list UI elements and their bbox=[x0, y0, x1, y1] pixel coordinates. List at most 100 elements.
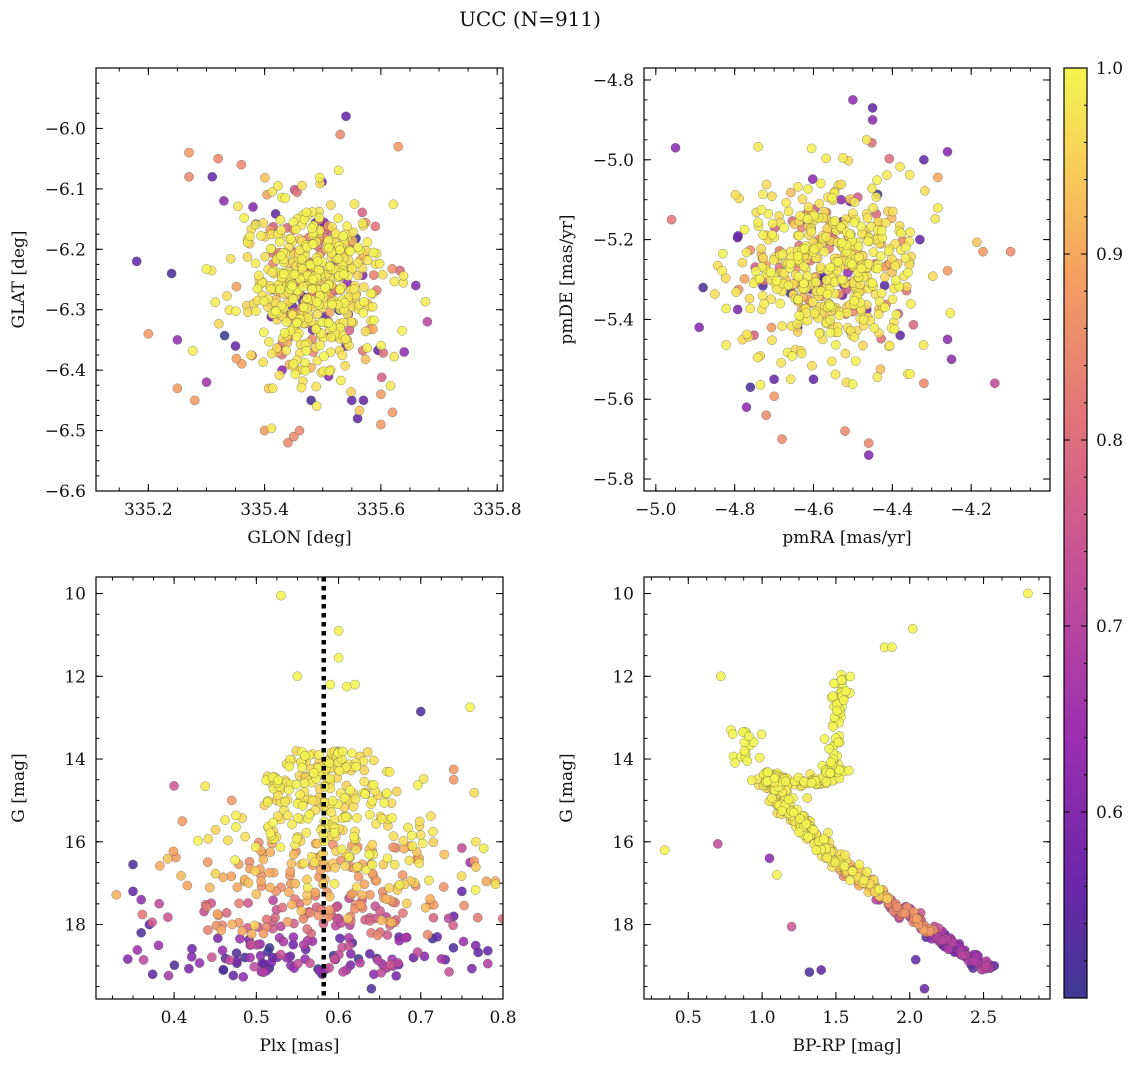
scatter-point bbox=[385, 959, 396, 970]
scatter-point bbox=[412, 780, 423, 790]
scatter-point bbox=[945, 308, 956, 318]
scatter-point bbox=[367, 859, 378, 870]
x-axis-label: BP-RP [mag] bbox=[793, 1036, 902, 1056]
scatter-point bbox=[207, 171, 218, 182]
scatter-point bbox=[298, 914, 309, 924]
scatter-point bbox=[326, 332, 337, 343]
scatter-point bbox=[184, 171, 194, 182]
scatter-point bbox=[308, 239, 319, 250]
scatter-point bbox=[876, 225, 887, 236]
scatter-point bbox=[471, 862, 481, 872]
scatter-point bbox=[335, 129, 346, 140]
scatter-point bbox=[203, 834, 214, 844]
scatter-point bbox=[231, 281, 242, 292]
scatter-point bbox=[389, 276, 400, 287]
scatter-point bbox=[792, 319, 803, 329]
scatter-point bbox=[210, 825, 221, 835]
scatter-point bbox=[775, 298, 786, 309]
scatter-point bbox=[184, 963, 194, 974]
scatter-point bbox=[275, 842, 286, 852]
scatter-point bbox=[867, 115, 878, 125]
scatter-point bbox=[288, 849, 299, 860]
scatter-point bbox=[867, 103, 878, 113]
scatter-point bbox=[811, 277, 821, 288]
scatter-point bbox=[384, 767, 395, 777]
scatter-point bbox=[717, 265, 727, 276]
scatter-point bbox=[265, 847, 276, 857]
scatter-point bbox=[268, 895, 278, 906]
scatter-point bbox=[376, 372, 387, 383]
x-tick-label: 0.5 bbox=[675, 1008, 702, 1028]
scatter-point bbox=[410, 280, 421, 291]
scatter-point bbox=[833, 256, 844, 267]
scatter-point bbox=[387, 264, 398, 274]
scatter-point bbox=[946, 354, 957, 365]
scatter-point bbox=[887, 642, 897, 653]
scatter-points bbox=[131, 111, 433, 448]
scatter-point bbox=[246, 929, 257, 939]
scatter-point bbox=[289, 269, 300, 280]
scatter-point bbox=[225, 253, 236, 264]
scatter-point bbox=[338, 269, 349, 280]
scatter-point bbox=[259, 296, 269, 307]
scatter-point bbox=[187, 943, 197, 954]
scatter-point bbox=[406, 830, 417, 841]
scatter-point bbox=[335, 245, 345, 255]
scatter-point bbox=[809, 244, 820, 255]
scatter-point bbox=[212, 909, 223, 919]
scatter-point bbox=[351, 761, 361, 772]
scatter-point bbox=[845, 875, 855, 886]
y-tick-label: −5.0 bbox=[593, 151, 634, 171]
scatter-point bbox=[258, 967, 269, 978]
scatter-point bbox=[249, 920, 260, 931]
x-tick-label: −4.8 bbox=[714, 500, 755, 520]
scatter-point bbox=[291, 332, 302, 342]
scatter-point bbox=[838, 695, 849, 706]
scatter-point bbox=[428, 826, 438, 837]
scatter-point bbox=[737, 257, 748, 268]
scatter-point bbox=[526, 952, 535, 961]
scatter-point bbox=[266, 284, 276, 295]
scatter-point bbox=[290, 878, 301, 889]
scatter-point bbox=[325, 679, 336, 690]
scatter-point bbox=[459, 900, 469, 911]
scatter-point bbox=[400, 933, 411, 943]
scatter-point bbox=[153, 940, 164, 951]
scatter-point bbox=[355, 957, 365, 968]
scatter-point bbox=[872, 263, 883, 274]
scatter-point bbox=[1005, 246, 1016, 257]
scatter-point bbox=[349, 831, 359, 842]
scatter-point bbox=[892, 902, 903, 912]
scatter-point bbox=[206, 952, 217, 963]
scatter-point bbox=[275, 215, 286, 225]
scatter-point bbox=[324, 758, 335, 769]
scatter-point bbox=[828, 721, 838, 732]
scatter-point bbox=[286, 234, 296, 244]
scatter-point bbox=[830, 857, 841, 868]
scatter-point bbox=[803, 202, 814, 212]
scatter-point bbox=[908, 319, 919, 330]
scatter-point bbox=[470, 940, 481, 951]
y-tick-label: −4.8 bbox=[593, 71, 634, 91]
scatter-point bbox=[412, 947, 423, 957]
scatter-point bbox=[741, 329, 752, 340]
y-tick-label: −6.0 bbox=[45, 119, 86, 139]
scatter-point bbox=[297, 180, 307, 191]
scatter-point bbox=[458, 936, 469, 947]
scatter-point bbox=[414, 816, 425, 827]
scatter-point bbox=[220, 815, 230, 825]
scatter-point bbox=[310, 324, 321, 335]
scatter-point bbox=[767, 191, 777, 202]
scatter-point bbox=[314, 172, 325, 183]
scatter-point bbox=[172, 383, 183, 394]
scatter-point bbox=[297, 762, 307, 773]
scatter-point bbox=[169, 781, 179, 791]
scatter-point bbox=[280, 796, 290, 807]
scatter-point bbox=[231, 353, 242, 364]
scatter-point bbox=[377, 814, 387, 824]
scatter-point bbox=[467, 963, 477, 974]
scatter-point bbox=[806, 226, 817, 237]
scatter-point bbox=[353, 871, 364, 882]
x-axis-label: pmRA [mas/yr] bbox=[782, 528, 911, 548]
scatter-point bbox=[368, 755, 379, 766]
